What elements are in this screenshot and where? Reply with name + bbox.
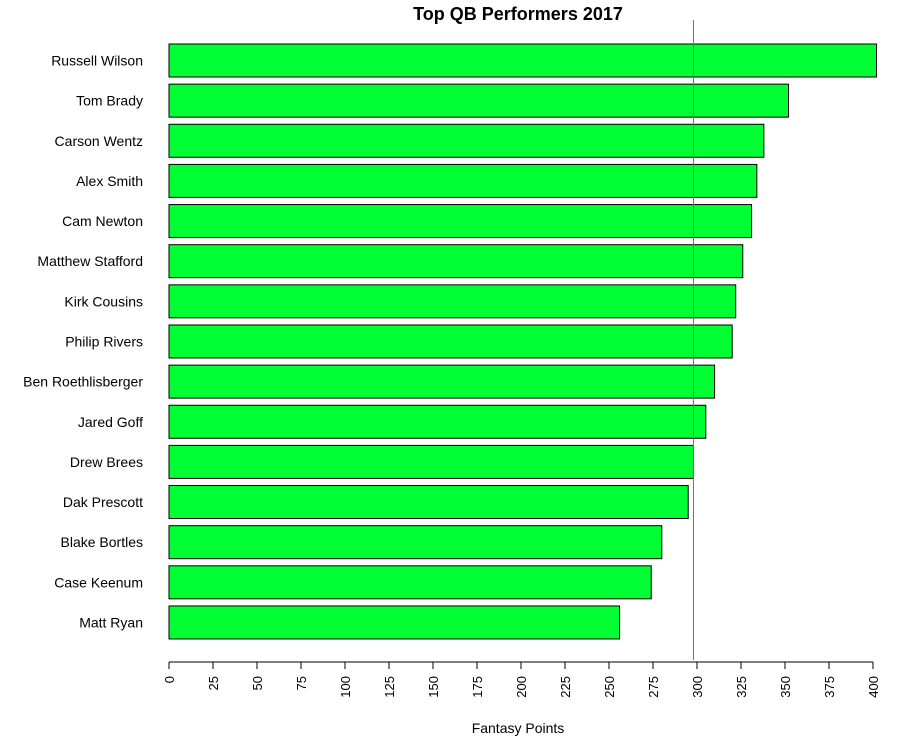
bar-carson-wentz <box>168 123 765 158</box>
category-label: Drew Brees <box>70 454 143 470</box>
bar-russell-wilson <box>168 43 878 78</box>
x-tick-label: 400 <box>866 676 881 698</box>
bar-drew-brees <box>168 444 694 479</box>
category-label: Russell Wilson <box>51 53 143 69</box>
category-label: Jared Goff <box>78 414 143 430</box>
category-label: Dak Prescott <box>63 494 143 510</box>
x-axis-title: Fantasy Points <box>472 720 565 736</box>
bar-cam-newton <box>168 204 753 239</box>
x-tick-label: 75 <box>294 676 309 690</box>
category-label: Carson Wentz <box>55 133 143 149</box>
x-tick-label: 125 <box>382 676 397 698</box>
x-tick-label: 0 <box>162 676 177 683</box>
bar-philip-rivers <box>168 324 733 359</box>
bar-ben-roethlisberger <box>168 364 716 399</box>
x-tick-label: 300 <box>690 676 705 698</box>
bar-alex-smith <box>168 163 758 198</box>
x-axis: 0 25 50 75 100 125 150 175 200 225 250 275 300 325 350… <box>162 661 881 698</box>
category-label: Matthew Stafford <box>37 253 143 269</box>
bar-jared-goff <box>168 404 707 439</box>
x-tick-label: 175 <box>470 676 485 698</box>
x-tick-label: 200 <box>514 676 529 698</box>
category-label: Alex Smith <box>76 173 143 189</box>
bar-tom-brady <box>168 83 790 118</box>
x-tick-label: 375 <box>822 676 837 698</box>
x-tick-label: 225 <box>558 676 573 698</box>
bar-case-keenum <box>168 565 652 600</box>
x-tick-label: 250 <box>602 676 617 698</box>
x-tick-label: 275 <box>646 676 661 698</box>
bar-blake-bortles <box>168 525 663 560</box>
category-label: Matt Ryan <box>79 614 143 630</box>
x-tick-label: 25 <box>206 676 221 690</box>
bar-dak-prescott <box>168 485 689 520</box>
x-tick-label: 150 <box>426 676 441 698</box>
category-label: Kirk Cousins <box>64 293 143 309</box>
category-label: Philip Rivers <box>65 333 143 349</box>
category-label: Case Keenum <box>54 574 143 590</box>
category-labels: Russell Wilson Tom Brady Carson Wentz Alex … <box>23 53 143 631</box>
category-label: Cam Newton <box>62 213 143 229</box>
bar-kirk-cousins <box>168 284 737 319</box>
category-label: Tom Brady <box>76 93 143 109</box>
bars-group <box>168 43 878 640</box>
category-label: Blake Bortles <box>61 534 143 550</box>
chart-title: Top QB Performers 2017 <box>413 4 623 24</box>
bar-matthew-stafford <box>168 244 744 279</box>
category-label: Ben Roethlisberger <box>23 374 143 390</box>
bar-matt-ryan <box>168 605 621 640</box>
x-tick-label: 100 <box>338 676 353 698</box>
x-tick-label: 325 <box>734 676 749 698</box>
x-tick-label: 350 <box>778 676 793 698</box>
x-tick-label: 50 <box>250 676 265 690</box>
